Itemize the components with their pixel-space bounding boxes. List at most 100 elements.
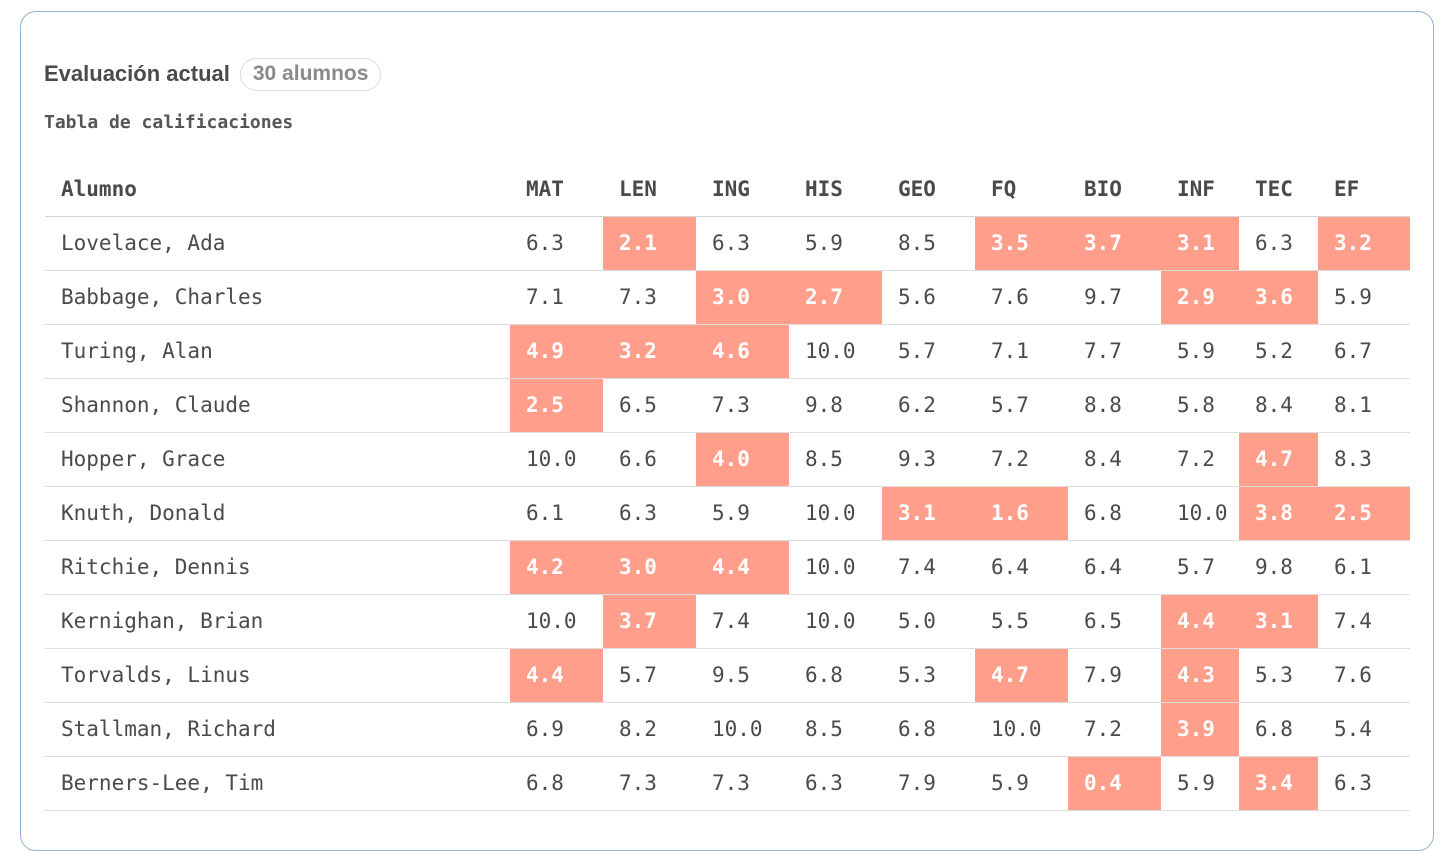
- student-name-cell: Torvalds, Linus: [45, 648, 510, 703]
- grade-cell: 7.4: [1318, 594, 1410, 649]
- grade-cell: 3.8: [1239, 486, 1318, 541]
- grade-cell: 8.5: [882, 216, 975, 271]
- grade-cell: 10.0: [789, 324, 882, 379]
- student-count-badge: 30 alumnos: [239, 57, 382, 91]
- table-row[interactable]: Turing, Alan 4.9 3.2 4.6 10.0 5.7 7.1 7.7 5.9 5.2…: [45, 324, 1410, 379]
- grade-cell: 4.4: [510, 648, 603, 703]
- grade-cell: 7.4: [882, 540, 975, 595]
- grade-cell: 5.9: [1161, 756, 1239, 811]
- grade-cell: 3.1: [882, 486, 975, 541]
- table-row[interactable]: Berners-Lee, Tim 6.8 7.3 7.3 6.3 7.9 5.9 0.4 5.9…: [45, 756, 1410, 811]
- grade-cell: 5.4: [1318, 702, 1410, 757]
- grade-cell: 5.7: [603, 648, 696, 703]
- grade-cell: 5.7: [975, 378, 1068, 433]
- grade-cell: 5.0: [882, 594, 975, 649]
- grade-cell: 6.6: [603, 432, 696, 487]
- grade-cell: 6.9: [510, 702, 603, 757]
- grade-cell: 6.8: [789, 648, 882, 703]
- page-title: Evaluación actual: [44, 61, 230, 86]
- table-row[interactable]: Babbage, Charles 7.1 7.3 3.0 2.7 5.6 7.6 9.7 2.9…: [45, 270, 1410, 325]
- column-header-fq[interactable]: FQ: [975, 162, 1068, 217]
- grade-cell: 10.0: [1161, 486, 1239, 541]
- grade-cell: 4.4: [1161, 594, 1239, 649]
- grade-cell: 6.8: [1068, 486, 1161, 541]
- grade-cell: 2.1: [603, 216, 696, 271]
- student-name-cell: Babbage, Charles: [45, 270, 510, 325]
- column-header-inf[interactable]: INF: [1161, 162, 1239, 217]
- grade-cell: 4.7: [1239, 432, 1318, 487]
- grade-cell: 8.8: [1068, 378, 1161, 433]
- table-row[interactable]: Kernighan, Brian 10.0 3.7 7.4 10.0 5.0 5.5 6.5 4…: [45, 594, 1410, 649]
- grade-cell: 3.0: [603, 540, 696, 595]
- grade-cell: 7.2: [1161, 432, 1239, 487]
- grade-cell: 5.9: [696, 486, 789, 541]
- column-header-alumno[interactable]: Alumno: [45, 162, 510, 217]
- grade-cell: 6.4: [975, 540, 1068, 595]
- grade-cell: 3.4: [1239, 756, 1318, 811]
- grade-cell: 6.1: [510, 486, 603, 541]
- grade-cell: 8.3: [1318, 432, 1410, 487]
- grade-cell: 7.7: [1068, 324, 1161, 379]
- grade-cell: 3.9: [1161, 702, 1239, 757]
- grade-cell: 4.7: [975, 648, 1068, 703]
- student-name-cell: Knuth, Donald: [45, 486, 510, 541]
- grade-cell: 3.0: [696, 270, 789, 325]
- column-header-ing[interactable]: ING: [696, 162, 789, 217]
- grade-cell: 7.1: [510, 270, 603, 325]
- grade-cell: 5.3: [1239, 648, 1318, 703]
- grade-cell: 4.6: [696, 324, 789, 379]
- student-name-cell: Shannon, Claude: [45, 378, 510, 433]
- grade-cell: 4.3: [1161, 648, 1239, 703]
- grade-cell: 4.9: [510, 324, 603, 379]
- grade-cell: 3.6: [1239, 270, 1318, 325]
- table-header-row: Alumno MAT LEN ING HIS GEO FQ BIO INF TE…: [45, 162, 1410, 217]
- grade-cell: 3.7: [603, 594, 696, 649]
- grade-cell: 2.5: [1318, 486, 1410, 541]
- column-header-tec[interactable]: TEC: [1239, 162, 1318, 217]
- table-row[interactable]: Lovelace, Ada 6.3 2.1 6.3 5.9 8.5 3.5 3.7 3.1 6.3…: [45, 216, 1410, 271]
- grade-cell: 5.5: [975, 594, 1068, 649]
- grade-cell: 8.5: [789, 702, 882, 757]
- column-header-ef[interactable]: EF: [1318, 162, 1410, 217]
- grade-cell: 4.4: [696, 540, 789, 595]
- grade-cell: 3.5: [975, 216, 1068, 271]
- grade-cell: 6.1: [1318, 540, 1410, 595]
- table-caption: Tabla de calificaciones: [44, 112, 294, 133]
- grade-cell: 10.0: [696, 702, 789, 757]
- grade-cell: 7.6: [975, 270, 1068, 325]
- column-header-his[interactable]: HIS: [789, 162, 882, 217]
- grades-table-body: Lovelace, Ada 6.3 2.1 6.3 5.9 8.5 3.5 3.7 3.1 6.3…: [45, 216, 1410, 811]
- grade-cell: 5.9: [1161, 324, 1239, 379]
- grade-cell: 7.2: [975, 432, 1068, 487]
- column-header-bio[interactable]: BIO: [1068, 162, 1161, 217]
- grade-cell: 8.1: [1318, 378, 1410, 433]
- grade-cell: 6.8: [1239, 702, 1318, 757]
- column-header-mat[interactable]: MAT: [510, 162, 603, 217]
- grade-cell: 5.9: [1318, 270, 1410, 325]
- column-header-geo[interactable]: GEO: [882, 162, 975, 217]
- grade-cell: 10.0: [510, 432, 603, 487]
- table-row[interactable]: Torvalds, Linus 4.4 5.7 9.5 6.8 5.3 4.7 7.9 4.3 5…: [45, 648, 1410, 703]
- table-row[interactable]: Shannon, Claude 2.5 6.5 7.3 9.8 6.2 5.7 8.8 5.8 8…: [45, 378, 1410, 433]
- student-name-cell: Ritchie, Dennis: [45, 540, 510, 595]
- table-row[interactable]: Ritchie, Dennis 4.2 3.0 4.4 10.0 7.4 6.4 6.4 5.7…: [45, 540, 1410, 595]
- grade-cell: 8.5: [789, 432, 882, 487]
- table-row[interactable]: Stallman, Richard 6.9 8.2 10.0 8.5 6.8 10.0 7.2…: [45, 702, 1410, 757]
- grade-cell: 1.6: [975, 486, 1068, 541]
- grade-cell: 5.9: [975, 756, 1068, 811]
- table-row[interactable]: Hopper, Grace 10.0 6.6 4.0 8.5 9.3 7.2 8.4 7.2 4.…: [45, 432, 1410, 487]
- column-header-len[interactable]: LEN: [603, 162, 696, 217]
- grade-cell: 6.7: [1318, 324, 1410, 379]
- grade-cell: 5.2: [1239, 324, 1318, 379]
- table-row[interactable]: Knuth, Donald 6.1 6.3 5.9 10.0 3.1 1.6 6.8 10.0 3…: [45, 486, 1410, 541]
- grade-cell: 6.3: [1318, 756, 1410, 811]
- grade-cell: 7.9: [1068, 648, 1161, 703]
- grade-cell: 3.1: [1161, 216, 1239, 271]
- grade-cell: 10.0: [789, 594, 882, 649]
- grade-cell: 6.3: [603, 486, 696, 541]
- grade-cell: 7.3: [603, 270, 696, 325]
- grade-cell: 5.3: [882, 648, 975, 703]
- grade-cell: 7.4: [696, 594, 789, 649]
- grade-cell: 4.2: [510, 540, 603, 595]
- grade-cell: 6.8: [882, 702, 975, 757]
